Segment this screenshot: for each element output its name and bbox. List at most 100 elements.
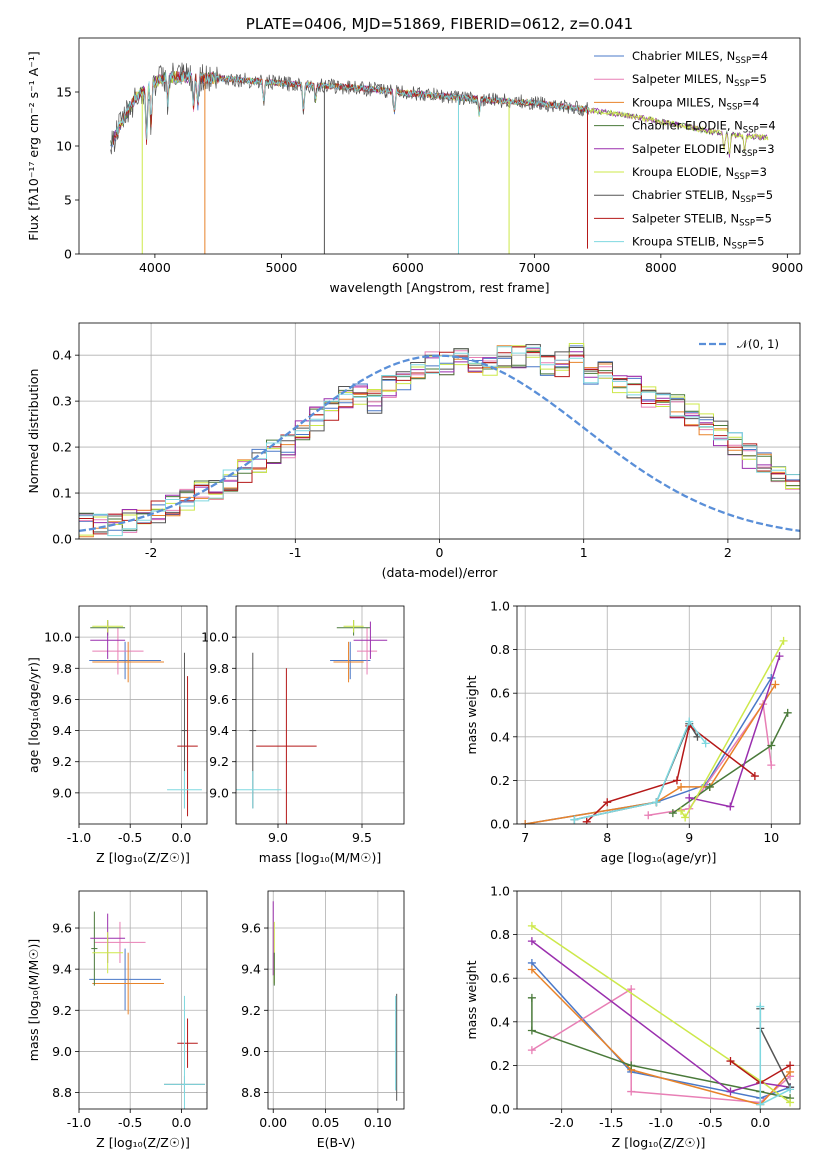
data-point [767,761,776,770]
x-tick-label: 10 [763,830,779,845]
data-point [527,993,536,1002]
legend-label: Chabrier STELIB, NSSP=5 [632,188,773,205]
legend-subscript: SSP [742,149,758,159]
data-point [627,1061,636,1070]
x-tick-label: 5000 [265,260,297,275]
data-point [701,739,710,748]
legend-subscript: SSP [734,79,750,89]
y-tick-label: 0.2 [52,440,72,455]
chart-title: PLATE=0406, MJD=51869, FIBERID=0612, z=0… [246,15,633,33]
data-point [775,652,784,661]
x-axis-label: Z [log₁₀(Z/Z☉)] [96,1135,190,1150]
x-tick-label: 7 [521,830,529,845]
x-tick-label: -1 [289,545,301,560]
x-tick-label: 9.5 [352,830,372,845]
data-point [527,921,536,930]
x-tick-label: -0.5 [118,1115,142,1130]
histogram-step-salpeter-elodie [79,347,800,524]
legend-subscript: SSP [727,102,743,112]
y-tick-label: 9.6 [52,692,72,707]
x-tick-label: 6000 [392,260,424,275]
y-tick-label: 9.0 [52,1044,72,1059]
y-axis-label: Flux [fλ10⁻¹⁷ erg cm⁻² s⁻¹ A⁻¹] [26,51,41,240]
chart-age_vs_mass: 9.0 9.5 9.0 9.2 9.4 9.6 9.8 10.0 mass [log₁₀(M/M… [201,605,405,865]
y-tick-label: 8.8 [52,1085,72,1100]
axes-frame [78,605,208,825]
data-point [527,1026,536,1035]
legend-label: Chabrier MILES, NSSP=4 [632,49,768,66]
y-tick-label: 9.2 [52,1003,72,1018]
plot-area-spectrum [110,62,769,254]
series-line [648,702,773,817]
legend-label: 𝒩(0, 1) [737,337,779,351]
y-tick-label: 9.6 [241,921,261,936]
legend-text: Chabrier STELIB, N [632,188,740,202]
chart-weight_vs_age: 7 8 9 10 0.0 0.2 0.4 0.6 0.8 1.0 age [log₁₀(age/yr… [464,599,801,865]
legend-subscript: SSP [735,56,751,66]
errorbar-kroupa-miles [92,641,164,683]
errorbar-salpeter-stelib [177,676,198,817]
errorbar-kroupa-miles [92,952,164,1015]
plot-area-age_vs_Z [89,620,202,817]
data-point [677,782,686,791]
series-line [672,712,789,814]
x-tick-label: -1.0 [67,1115,91,1130]
series-kroupa-elodie [677,636,788,822]
y-tick-label: 0.0 [52,532,72,547]
errorbar-salpeter-miles [356,627,378,675]
legend-suffix: =3 [750,165,767,179]
errorbar-salpeter-stelib [177,1018,198,1068]
data-point [677,806,686,815]
data-point [685,717,694,726]
y-tick-label: 0.2 [490,773,510,788]
y-axis-label: mass weight [464,960,479,1039]
data-point [644,811,653,820]
legend-text: Salpeter STELIB, N [632,211,739,225]
data-point [582,817,591,824]
axes-frame [516,890,801,1110]
y-tick-label: 8.8 [241,1085,261,1100]
data-point [726,802,735,811]
legend-subscript: SSP [732,242,748,252]
y-tick-label: 9.4 [52,723,72,738]
legend-text: Salpeter ELODIE, N [632,142,742,156]
y-tick-label: 0.8 [490,927,510,942]
axes-frame [267,890,405,1110]
chart-spectrum: 4000 5000 6000 7000 8000 9000 0 5 10 15 wavelength… [26,15,803,295]
errorbar-chabrier-elodie [91,911,98,986]
y-tick-label: 9.2 [52,754,72,769]
y-tick-label: 10.0 [201,630,229,645]
x-tick-label: 7000 [518,260,550,275]
data-point [527,965,536,974]
axes-frame [235,605,405,825]
x-tick-label: 9.0 [268,830,288,845]
y-axis-label: Normed distribution [26,369,41,494]
y-tick-label: 9.8 [209,661,229,676]
series-line [689,655,781,808]
x-axis-label: mass [log₁₀(M/M☉)] [259,850,381,865]
series-line [574,719,707,821]
y-tick-label: 9.6 [52,921,72,936]
plot-area-mass_vs_EBV [272,901,398,1101]
y-tick-label: 1.0 [490,599,510,614]
y-tick-label: 0 [64,247,72,262]
y-tick-label: 0.1 [52,486,72,501]
data-point [750,772,759,781]
x-tick-label: 9000 [771,260,803,275]
plot-area-residual_histogram [79,343,800,538]
legend-suffix: =5 [755,211,772,225]
x-tick-label: -2.0 [549,1115,573,1130]
y-tick-label: 10 [56,139,72,154]
legend-label: Kroupa MILES, NSSP=4 [632,95,759,112]
x-axis-label: E(B-V) [317,1135,356,1150]
chart-mass_vs_EBV: 0.00 0.05 0.10 8.8 9.0 9.2 9.4 9.6 E(B-V) [241,890,405,1150]
series-chabrier-elodie [668,708,792,818]
data-point [570,815,579,824]
x-tick-label: 8 [603,830,611,845]
legend-suffix: =5 [756,188,773,202]
errorbar-kroupa-stelib [236,771,282,809]
plot-area-weight_vs_age [521,636,792,824]
data-point [786,1098,795,1107]
